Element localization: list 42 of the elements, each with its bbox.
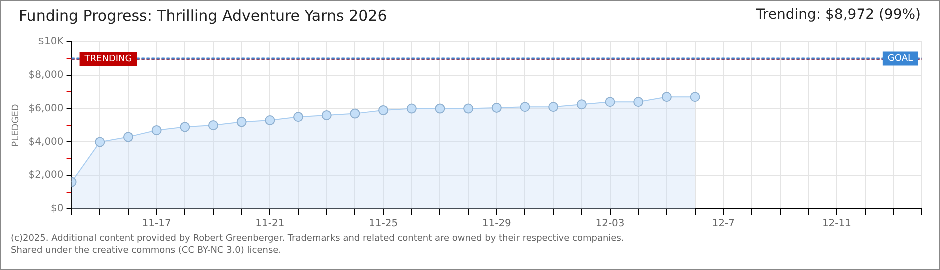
text: Shared under the creative commons (CC BY-NC 3.0) license. [11,245,283,257]
x-tick-label: 11-17 [142,218,172,230]
x-tick-label: 12-11 [822,218,852,230]
point [435,104,446,114]
y-tick-label: $4,000 [28,136,64,148]
point [180,122,190,132]
chart-subtitle: Trending: $8,972 (99%) [756,7,921,25]
point [492,102,502,113]
point [236,117,247,128]
ref-line-label: GOAL [888,54,914,64]
point [322,110,332,120]
x-tick-label: 12-7 [712,218,735,230]
point [294,112,304,122]
point [350,108,360,119]
ref-line-label: TRENDING [84,54,132,65]
y-axis-title: PLEDGED [12,104,22,147]
point [464,104,474,114]
point [152,126,162,136]
y-tick-label: $6,000 [28,103,64,114]
text: (c)2025. Additional content provided by Robert Greenberger. Trademarks and related content are owned by their respective companies. [11,233,626,245]
point [634,97,644,108]
y-tick-label: $0 [51,204,64,215]
point [123,132,134,142]
x-tick-label: 11-25 [369,218,398,230]
x-tick-label: 11-21 [256,218,285,230]
y-tick-label: $8,000 [28,70,64,81]
point [95,137,106,148]
y-tick-label: $2,000 [28,170,64,182]
point [605,97,616,108]
x-tick-label: 11-29 [482,218,512,230]
y-tick-label: $10K [38,36,64,48]
point [265,115,276,126]
x-tick-label: 12-03 [596,218,625,230]
chart-title: Funding Progress: Thrilling Adventure Yarns 2026 [19,7,388,27]
point [690,92,700,102]
point [208,120,218,130]
point [576,100,587,110]
point [520,102,530,112]
point [406,104,417,114]
point [548,102,559,112]
point [378,105,389,116]
point [662,92,672,102]
